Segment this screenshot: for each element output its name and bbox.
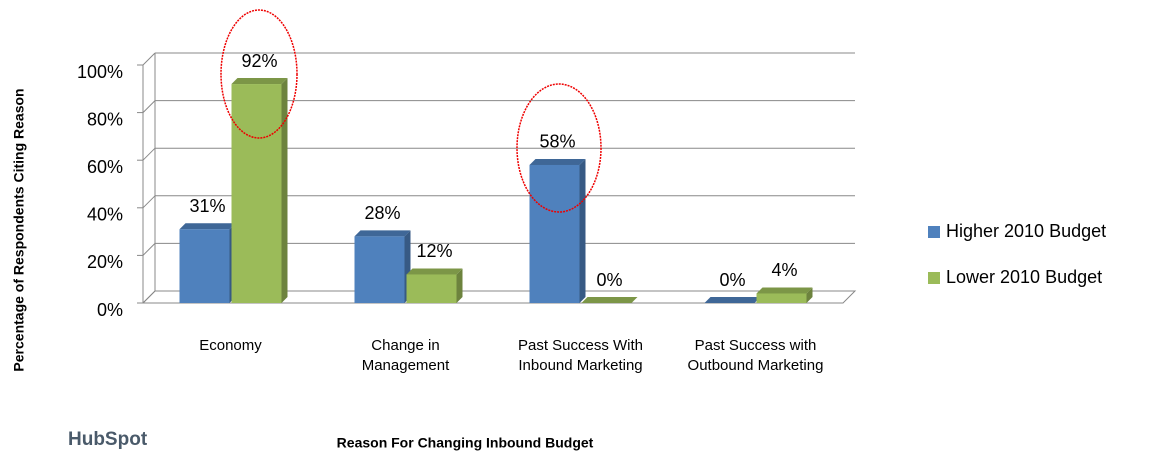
bar xyxy=(756,293,807,303)
bar-side xyxy=(281,78,288,303)
bar xyxy=(231,84,282,303)
y-tick-label: 20% xyxy=(87,252,123,272)
bar xyxy=(354,236,405,303)
bar-side xyxy=(456,268,463,303)
legend-label: Lower 2010 Budget xyxy=(946,267,1102,287)
bar-top xyxy=(704,297,761,303)
logo: HubSpot xyxy=(68,429,148,450)
value-label: 12% xyxy=(416,241,452,261)
x-tick-label: Change in Management xyxy=(361,337,450,374)
y-tick-label: 80% xyxy=(87,109,123,129)
value-label: 0% xyxy=(596,270,622,290)
value-label: 0% xyxy=(719,270,745,290)
highlight-ellipse xyxy=(220,9,298,139)
legend-label: Higher 2010 Budget xyxy=(946,221,1106,241)
bar-top xyxy=(529,158,586,165)
bar-side xyxy=(579,158,586,303)
value-label: 28% xyxy=(364,203,400,223)
y-tick-label: 0% xyxy=(97,300,123,320)
legend-swatch xyxy=(928,226,940,238)
grid-line-side xyxy=(142,195,156,209)
x-tick-label: Economy xyxy=(199,337,262,354)
grid-line-side xyxy=(142,147,156,161)
y-tick-label: 40% xyxy=(87,205,123,225)
bar xyxy=(179,229,230,303)
x-tick-label: Past Success With Inbound Marketing xyxy=(517,337,644,374)
grid-line-side xyxy=(142,290,156,304)
bar xyxy=(529,164,580,303)
x-axis-label: Reason For Changing Inbound Budget xyxy=(337,435,594,451)
grid-line-side xyxy=(142,52,156,66)
bar xyxy=(406,274,457,303)
y-tick-label: 60% xyxy=(87,157,123,177)
grid-line-side xyxy=(142,100,156,113)
y-tick-label: 100% xyxy=(77,62,123,82)
highlight-ellipse xyxy=(516,83,602,213)
bar-top xyxy=(581,297,638,303)
value-label: 58% xyxy=(539,132,575,152)
legend-swatch xyxy=(928,272,940,284)
grid-line-side xyxy=(142,243,156,256)
bar-top xyxy=(756,287,813,294)
value-label: 92% xyxy=(241,51,277,71)
bar-top xyxy=(354,230,411,237)
bar-top xyxy=(179,223,236,230)
x-tick-label: Past Success with Outbound Marketing xyxy=(687,337,824,374)
value-label: 31% xyxy=(189,196,225,216)
bar-side xyxy=(806,287,813,303)
value-label: 4% xyxy=(771,260,797,280)
bar-top xyxy=(406,268,463,275)
bar-top xyxy=(231,78,288,85)
y-axis-label: Percentage of Respondents Citing Reason xyxy=(11,88,27,371)
